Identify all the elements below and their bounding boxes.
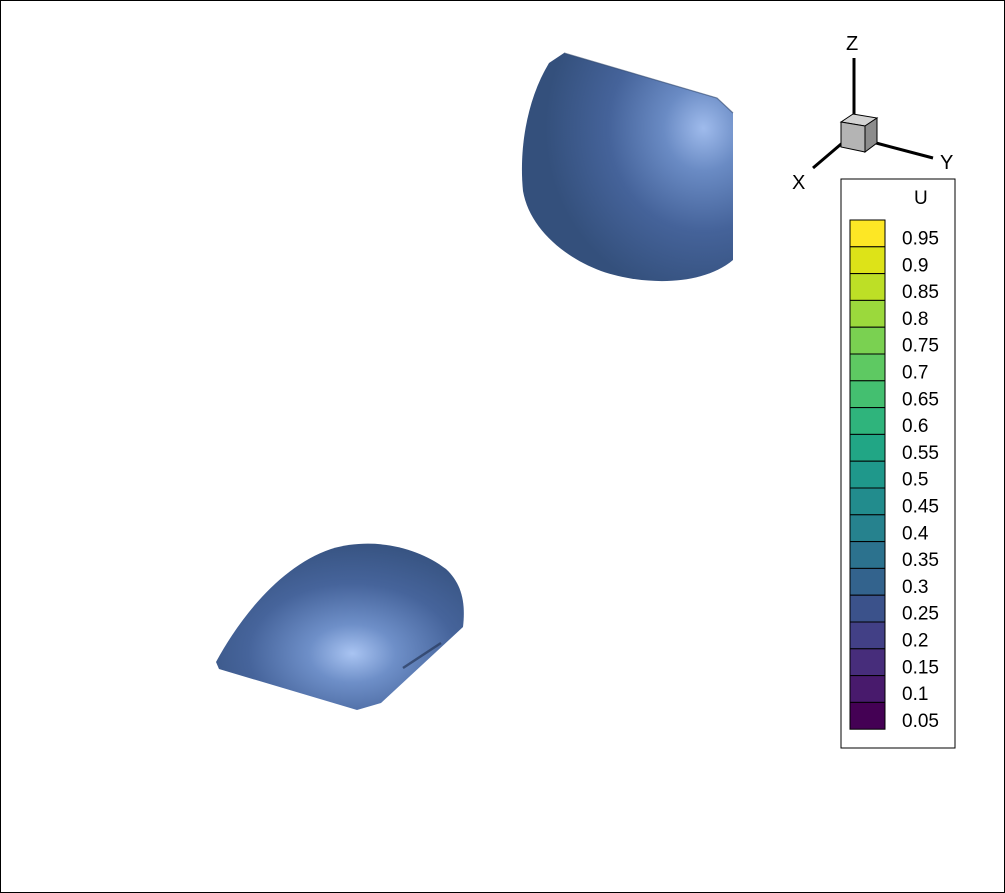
colorbar-label: 0.5 [902,470,928,491]
colorbar-legend: U 0.95 0.9 0.85 0.8 0.75 0.7 0.65 0.6 0.55 0.5 0.4… [840,178,956,749]
colorbar-swatch [849,594,886,623]
y-axis-label: Y [940,152,953,174]
colorbar-swatch [849,621,886,650]
colorbar-swatch [849,326,886,355]
colorbar-label: 0.55 [902,443,939,464]
colorbar-label: 0.15 [902,657,939,678]
colorbar-swatch [849,407,886,435]
colorbar-labels: 0.95 0.9 0.85 0.8 0.75 0.7 0.65 0.6 0.55 0.5 0.45 0… [902,229,939,732]
colorbar-label: 0.4 [902,523,929,544]
iso-surface-lower-crease [402,641,442,670]
colorbar-swatch [849,246,886,275]
axes-triad: Z Y X [792,33,953,194]
colorbar-swatch [849,541,886,569]
iso-surface-lower [216,543,464,710]
colorbar-swatch [849,433,886,462]
colorbar-swatch [849,514,886,543]
iso-surface-upper-rim [563,52,734,114]
colorbar-swatch [849,219,886,248]
colorbar-label: 0.65 [902,389,939,410]
colorbar-swatch [849,353,886,382]
colorbar-title: U [914,188,928,209]
colorbar-label: 0.75 [902,336,939,357]
colorbar-label: 0.8 [902,309,928,330]
colorbar-label: 0.3 [902,577,928,598]
colorbar-swatch [849,567,886,596]
colorbar-swatch [849,380,886,409]
colorbar-label: 0.2 [902,631,928,652]
colorbar-label: 0.45 [902,497,939,518]
colorbar-swatch [849,273,886,301]
colorbar-label: 0.6 [902,416,928,437]
colorbar-label: 0.9 [902,255,928,276]
z-axis-label: Z [846,33,858,55]
colorbar-swatch [849,299,886,328]
colorbar-label: 0.25 [902,604,939,625]
x-axis-label: X [792,172,805,194]
colorbar-swatches [849,219,886,730]
iso-surface-upper-body [521,53,733,282]
colorbar-label: 0.85 [902,282,939,303]
colorbar-label: 0.7 [902,363,928,384]
colorbar-label: 0.05 [902,711,939,732]
colorbar-label: 0.35 [902,550,939,571]
colorbar-swatch [849,460,886,489]
colorbar-label: 0.1 [902,684,928,705]
colorbar-swatch [849,487,886,516]
triad-cube-icon [839,113,879,153]
colorbar-swatch [849,701,886,730]
colorbar-swatch [849,675,886,703]
iso-surface-lower-body [216,543,464,710]
iso-surface-upper [521,52,734,282]
colorbar-swatch [849,648,886,677]
colorbar-label: 0.95 [902,229,939,250]
